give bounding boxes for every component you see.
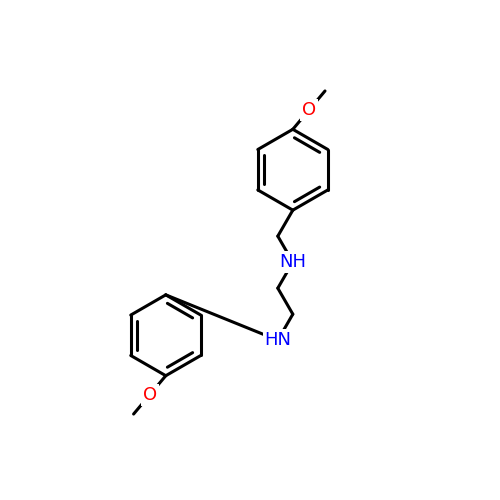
- Text: O: O: [302, 101, 316, 119]
- Text: NH: NH: [280, 253, 306, 271]
- Text: O: O: [142, 386, 157, 404]
- Text: HN: HN: [264, 331, 291, 349]
